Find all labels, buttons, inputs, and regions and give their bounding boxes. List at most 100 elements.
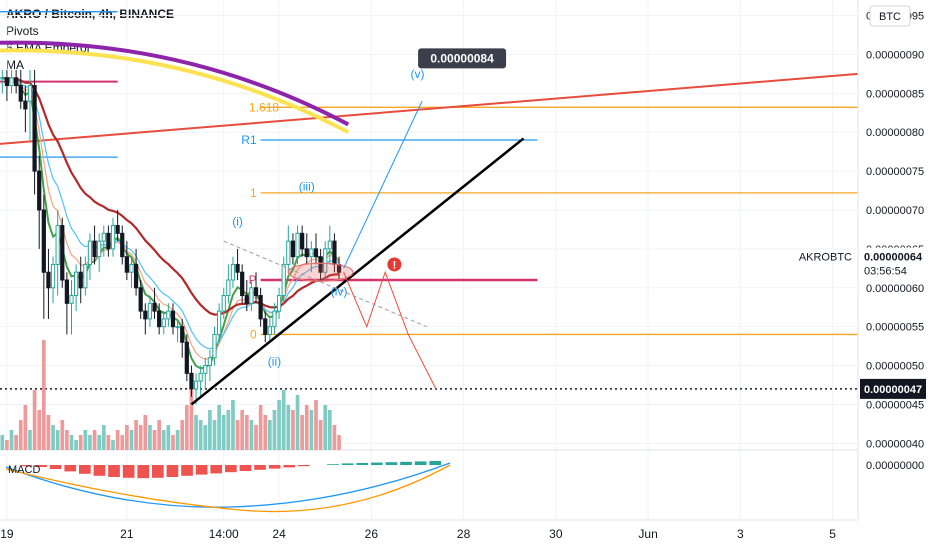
volume-bar bbox=[332, 425, 337, 450]
candle-body bbox=[87, 240, 93, 265]
macd-pane: MACD bbox=[5, 461, 451, 513]
macd-histogram-bar bbox=[20, 465, 33, 467]
candle-body bbox=[230, 263, 236, 281]
currency-badge bbox=[869, 5, 911, 27]
candle-body bbox=[258, 295, 263, 320]
volume-bar bbox=[74, 440, 78, 450]
candle-body bbox=[161, 318, 166, 328]
volume-bar bbox=[203, 425, 208, 450]
candle-body bbox=[244, 295, 249, 304]
x-tick-label: 24 bbox=[272, 527, 286, 541]
candle-body bbox=[50, 263, 56, 289]
x-tick-label: Jun bbox=[638, 527, 657, 541]
candle-body bbox=[295, 232, 300, 258]
candle-body bbox=[138, 287, 143, 312]
x-tick-label: 30 bbox=[549, 527, 563, 541]
volume-bar bbox=[92, 430, 97, 450]
candle-body bbox=[143, 310, 148, 320]
x-tick-label: 3 bbox=[737, 527, 744, 541]
candle-body bbox=[189, 372, 194, 390]
indicator-ma[interactable]: MA bbox=[6, 58, 24, 72]
indicator-pivots[interactable]: Pivots bbox=[6, 24, 39, 38]
candle-body bbox=[55, 225, 60, 265]
candle-body bbox=[32, 85, 37, 172]
volume-bar bbox=[55, 430, 60, 450]
volume-bar bbox=[32, 390, 37, 450]
macd-histogram-bar bbox=[79, 465, 91, 474]
macd-histogram-bar bbox=[327, 464, 339, 465]
candle-body bbox=[193, 380, 199, 390]
volume-bar bbox=[161, 430, 166, 450]
wave-label: (iii) bbox=[299, 180, 315, 194]
volume-bar bbox=[208, 410, 212, 450]
candle-body bbox=[60, 225, 65, 281]
volume-bar bbox=[300, 415, 304, 450]
volume-bar bbox=[78, 435, 83, 450]
fib-0-label: 0 bbox=[250, 327, 257, 341]
volume-bar bbox=[37, 410, 42, 450]
trend-line-red bbox=[0, 72, 859, 145]
candle-body bbox=[323, 248, 328, 273]
macd-histogram-bar bbox=[93, 465, 106, 476]
volume-bar bbox=[111, 440, 115, 450]
warning-icon-mark: ! bbox=[393, 259, 397, 271]
volume-bar bbox=[120, 435, 125, 450]
currency-badge-text: BTC bbox=[879, 11, 901, 23]
price-callout-text: 0.00000084 bbox=[430, 51, 494, 65]
candle-body bbox=[78, 271, 83, 289]
candle-body bbox=[69, 295, 74, 304]
volume-bar bbox=[175, 430, 180, 450]
candle-body bbox=[37, 170, 42, 211]
macd-histogram-bar bbox=[166, 465, 179, 477]
macd-histogram-bar bbox=[122, 465, 135, 478]
volume-bar bbox=[83, 430, 88, 450]
fib-1-label: 1 bbox=[250, 186, 257, 200]
time-axis[interactable]: 19 21 14:00 24 26 28 30 Jun 3 5 bbox=[0, 519, 858, 541]
candle-body bbox=[46, 271, 51, 289]
symbol-title[interactable]: AKRO / Bitcoin, 4h, BINANCE bbox=[6, 7, 175, 21]
candle-body bbox=[0, 77, 5, 80]
candle-body bbox=[235, 263, 240, 273]
macd-histogram-bar bbox=[371, 462, 383, 465]
r1-label: R1 bbox=[241, 133, 257, 147]
candle-body bbox=[253, 287, 259, 297]
wave-label: (ii) bbox=[268, 355, 281, 369]
macd-histogram-bar bbox=[49, 465, 62, 469]
drawings: ! (i) (ii) (iii) (iv) (v) 0.00000084 bbox=[190, 48, 525, 406]
wave-label: (v) bbox=[410, 67, 424, 81]
volume-bar bbox=[277, 400, 281, 450]
volume-bar bbox=[217, 405, 221, 450]
macd-histogram-bar bbox=[239, 465, 252, 471]
candle-body bbox=[212, 333, 217, 359]
candle-body bbox=[198, 372, 203, 382]
volume-bar bbox=[60, 420, 65, 450]
bearish-projection bbox=[343, 270, 437, 390]
volume-bar bbox=[51, 425, 55, 450]
macd-line bbox=[5, 462, 451, 508]
volume-bar bbox=[327, 410, 332, 450]
candle-body bbox=[290, 240, 296, 258]
x-tick-label: 5 bbox=[829, 527, 836, 541]
volume-bar bbox=[18, 420, 23, 450]
ema-yellow-line bbox=[0, 48, 350, 134]
volume-bar bbox=[88, 435, 92, 450]
countdown-tag: 03:56:54 bbox=[864, 266, 907, 278]
candle-body bbox=[101, 232, 106, 242]
volume-bar bbox=[291, 410, 295, 450]
volume-bar bbox=[138, 425, 143, 450]
price-callout: 0.00000084 bbox=[418, 48, 507, 69]
marked-price-tag-bg bbox=[860, 378, 926, 399]
candle-body bbox=[4, 77, 10, 87]
candle-body bbox=[304, 248, 309, 258]
volume-bar bbox=[143, 415, 148, 450]
volume-bar bbox=[125, 425, 129, 450]
macd-histogram-bar bbox=[64, 465, 77, 472]
candle-body bbox=[64, 279, 70, 304]
candle-body bbox=[129, 263, 134, 273]
symbol-tag: AKROBTC bbox=[799, 252, 852, 264]
volume-bars bbox=[0, 340, 341, 450]
candle-body bbox=[170, 310, 176, 328]
macd-histogram-bar bbox=[225, 465, 237, 473]
macd-histogram-bar bbox=[35, 465, 47, 467]
